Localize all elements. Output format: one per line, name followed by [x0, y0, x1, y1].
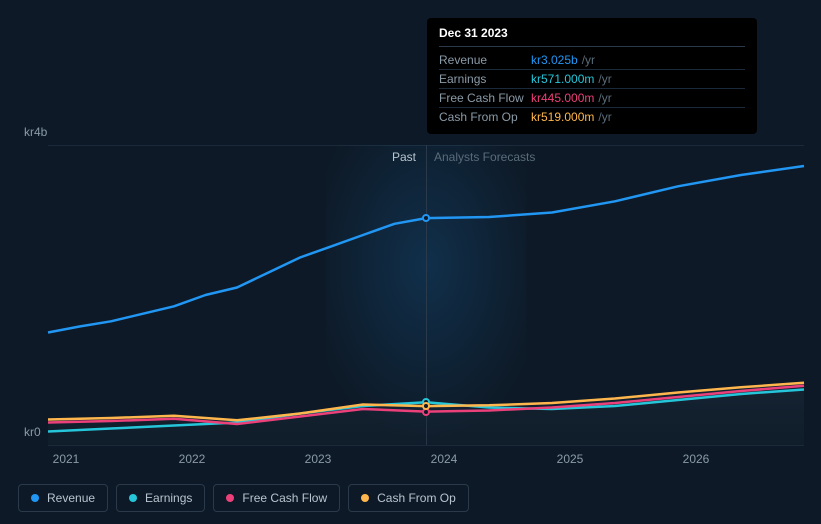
x-axis-tick: 2023 [305, 452, 332, 466]
tooltip-metric-value: kr571.000m [531, 72, 594, 86]
tooltip-metric-label: Revenue [439, 53, 531, 67]
x-axis-labels: 202120222023202420252026 [66, 452, 821, 472]
x-axis-tick: 2022 [179, 452, 206, 466]
legend-item-free-cash-flow[interactable]: Free Cash Flow [213, 484, 340, 512]
tooltip-metric-unit: /yr [598, 91, 611, 105]
tooltip-metric-unit: /yr [598, 72, 611, 86]
legend-label: Revenue [47, 491, 95, 505]
x-axis-tick: 2026 [683, 452, 710, 466]
y-axis-label-top: kr4b [24, 125, 47, 139]
tooltip-row: Revenuekr3.025b/yr [439, 51, 745, 70]
tooltip-row: Cash From Opkr519.000m/yr [439, 108, 745, 126]
legend-label: Earnings [145, 491, 192, 505]
x-axis-tick: 2024 [431, 452, 458, 466]
tooltip-metric-label: Cash From Op [439, 110, 531, 124]
series-marker-cfo [422, 402, 430, 410]
tooltip-row: Earningskr571.000m/yr [439, 70, 745, 89]
tooltip-metric-label: Free Cash Flow [439, 91, 531, 105]
legend-dot-icon [226, 494, 234, 502]
x-axis-tick: 2021 [53, 452, 80, 466]
legend-label: Cash From Op [377, 491, 456, 505]
legend-item-cash-from-op[interactable]: Cash From Op [348, 484, 469, 512]
tooltip-metric-value: kr519.000m [531, 110, 594, 124]
chart-legend: Revenue Earnings Free Cash Flow Cash From O… [18, 484, 469, 512]
tooltip-date: Dec 31 2023 [439, 26, 745, 47]
tooltip-metric-unit: /yr [582, 53, 595, 67]
tooltip-metric-label: Earnings [439, 72, 531, 86]
tooltip-metric-value: kr445.000m [531, 91, 594, 105]
gridline [48, 445, 804, 446]
legend-dot-icon [129, 494, 137, 502]
legend-item-revenue[interactable]: Revenue [18, 484, 108, 512]
legend-dot-icon [361, 494, 369, 502]
y-axis-label-bottom: kr0 [24, 425, 41, 439]
x-axis-tick: 2025 [557, 452, 584, 466]
tooltip-metric-unit: /yr [598, 110, 611, 124]
chart-tooltip: Dec 31 2023 Revenuekr3.025b/yrEarningskr… [427, 18, 757, 134]
series-marker-revenue [422, 214, 430, 222]
tooltip-metric-value: kr3.025b [531, 53, 578, 67]
series-line-revenue [48, 166, 804, 333]
legend-dot-icon [31, 494, 39, 502]
legend-item-earnings[interactable]: Earnings [116, 484, 205, 512]
legend-label: Free Cash Flow [242, 491, 327, 505]
tooltip-row: Free Cash Flowkr445.000m/yr [439, 89, 745, 108]
